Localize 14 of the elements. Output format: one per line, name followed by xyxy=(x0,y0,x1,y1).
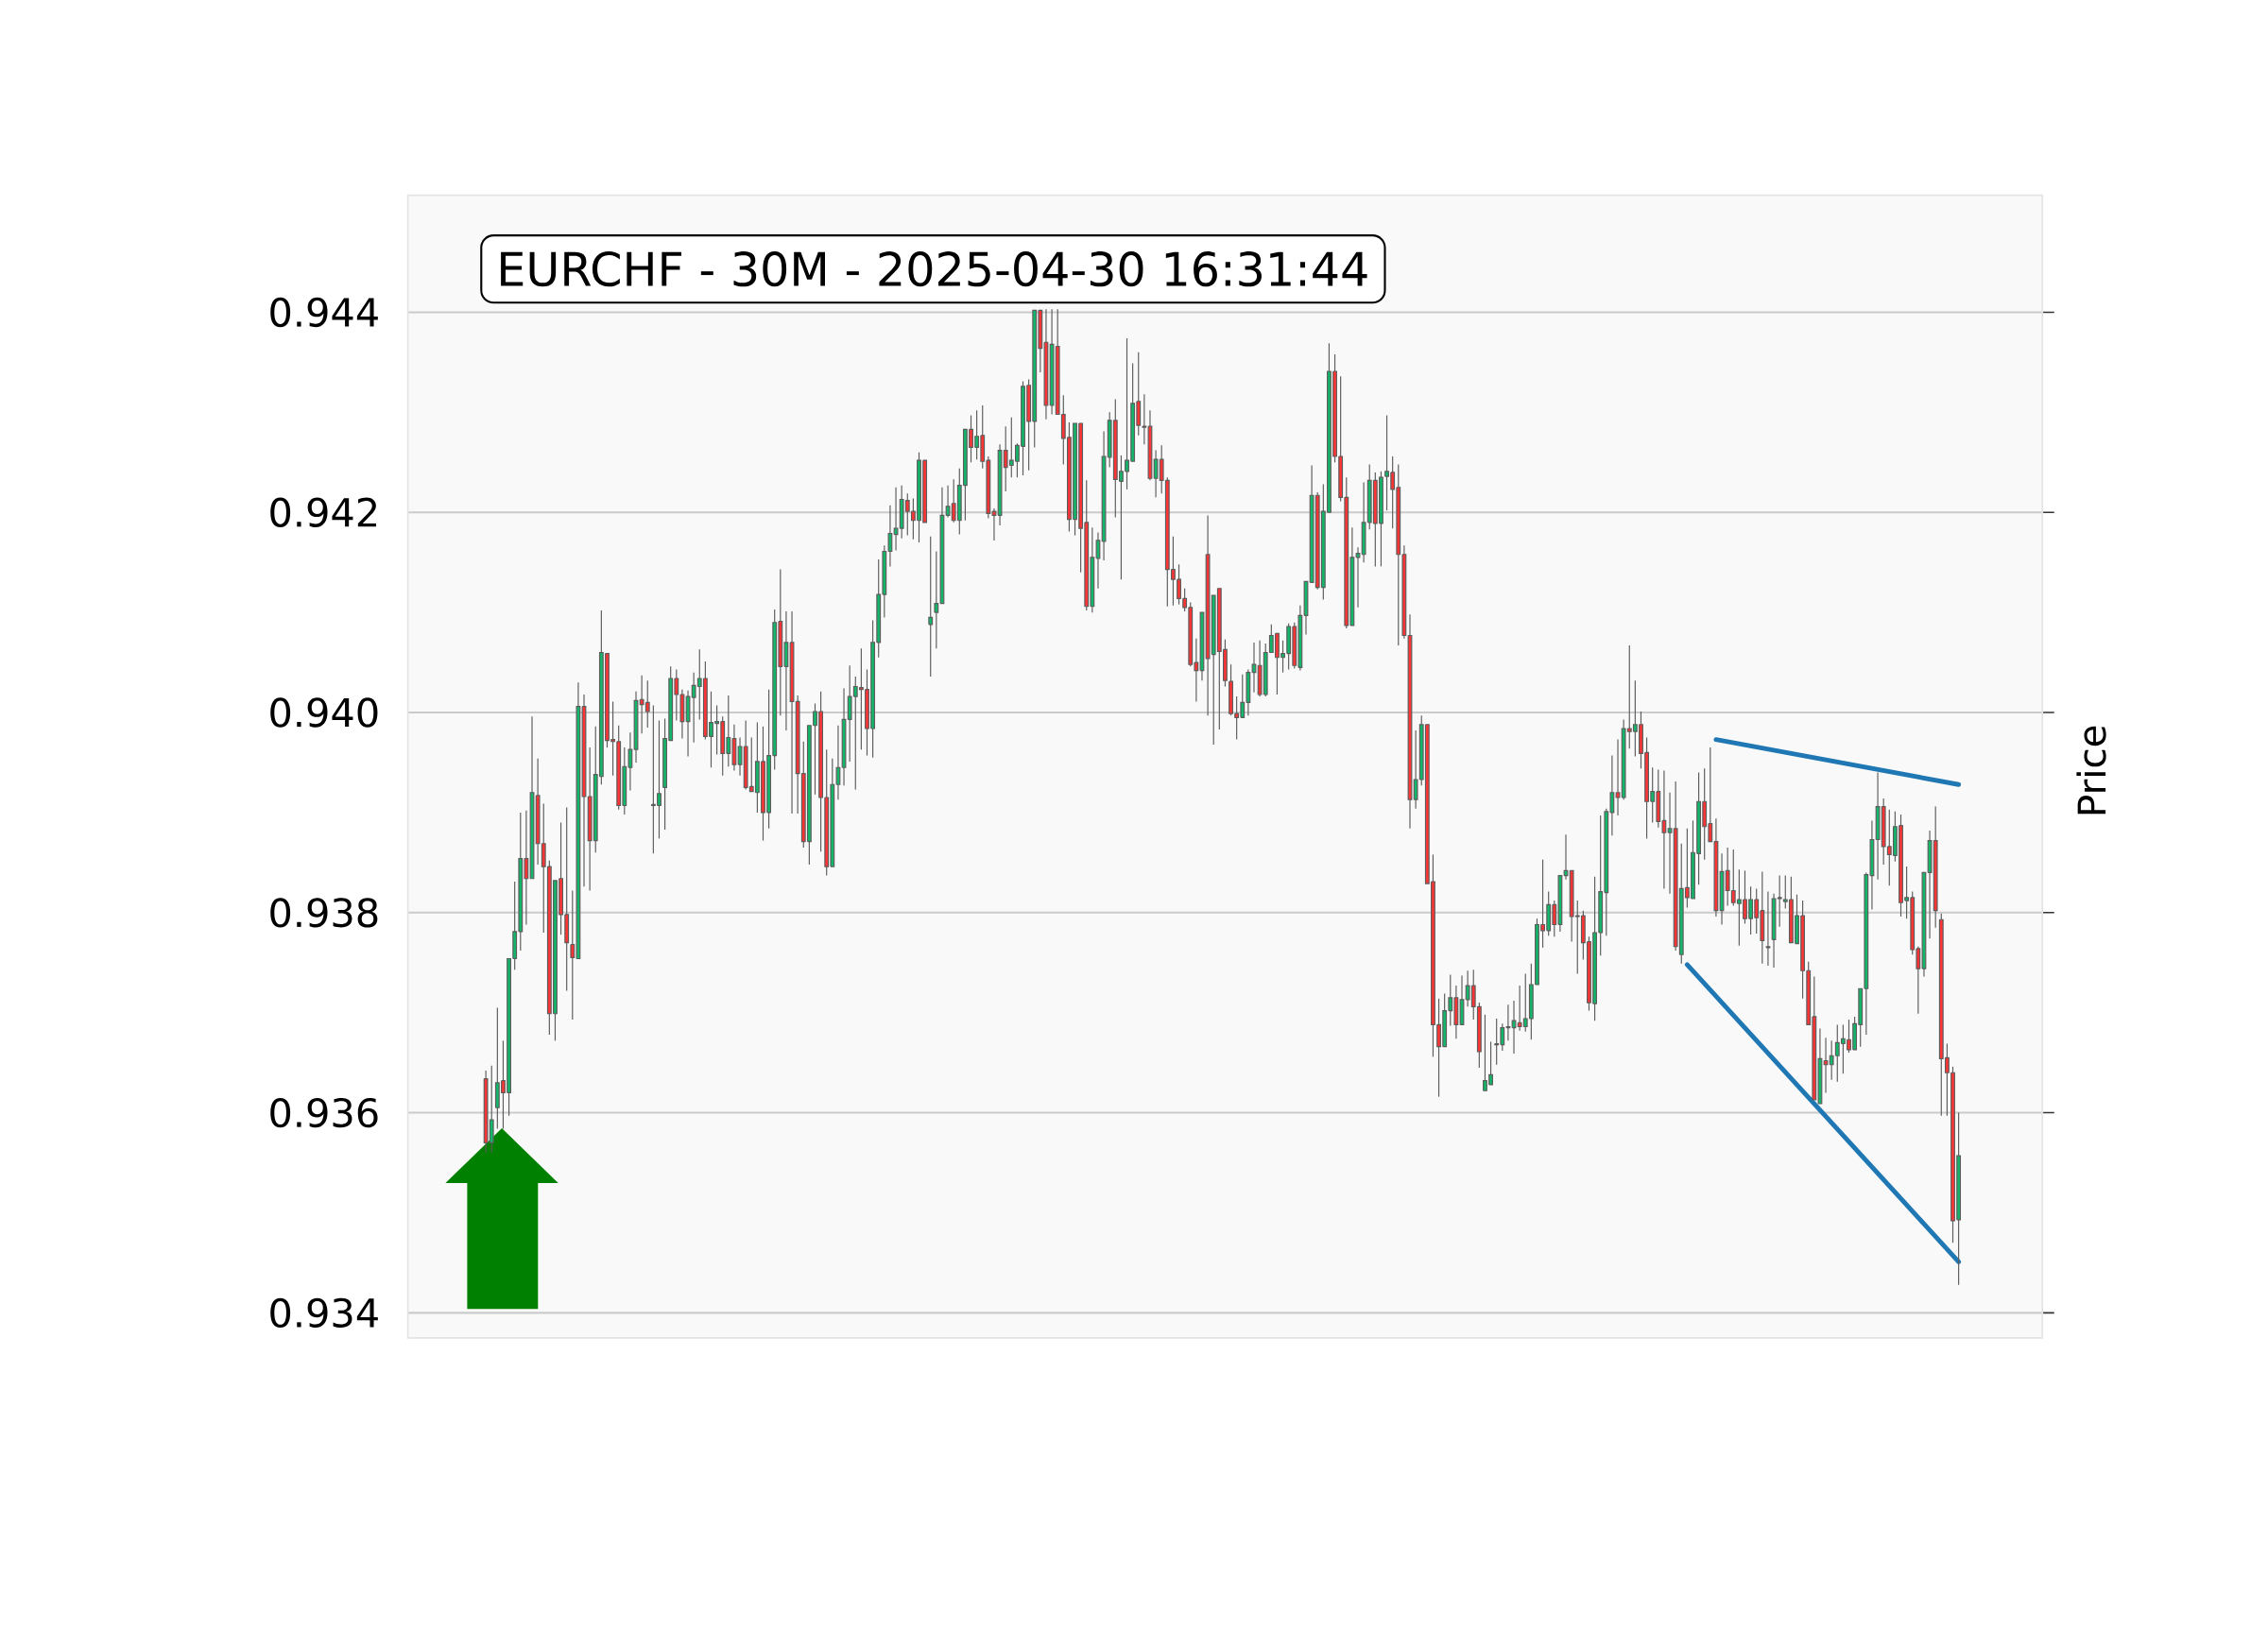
candlestick xyxy=(1713,817,1719,918)
candlestick xyxy=(835,725,841,800)
y-tick-label: 0.940 xyxy=(270,697,378,728)
candlestick xyxy=(1765,890,1771,967)
candlestick xyxy=(928,536,934,678)
y-tick-label: 0.936 xyxy=(270,1097,378,1128)
text: EURCHF - 30M - 2025-04-30 16:31:44 xyxy=(501,251,1367,287)
candlestick xyxy=(1401,544,1407,640)
y-axis-title: Price xyxy=(2076,726,2106,815)
y-tick-label: 0.934 xyxy=(270,1297,378,1329)
candlestick xyxy=(1246,668,1251,716)
y-tick-label: 0.942 xyxy=(270,497,377,527)
y-tick-label: 0.944 xyxy=(270,297,378,328)
y-tick-label: 0.938 xyxy=(270,898,378,928)
